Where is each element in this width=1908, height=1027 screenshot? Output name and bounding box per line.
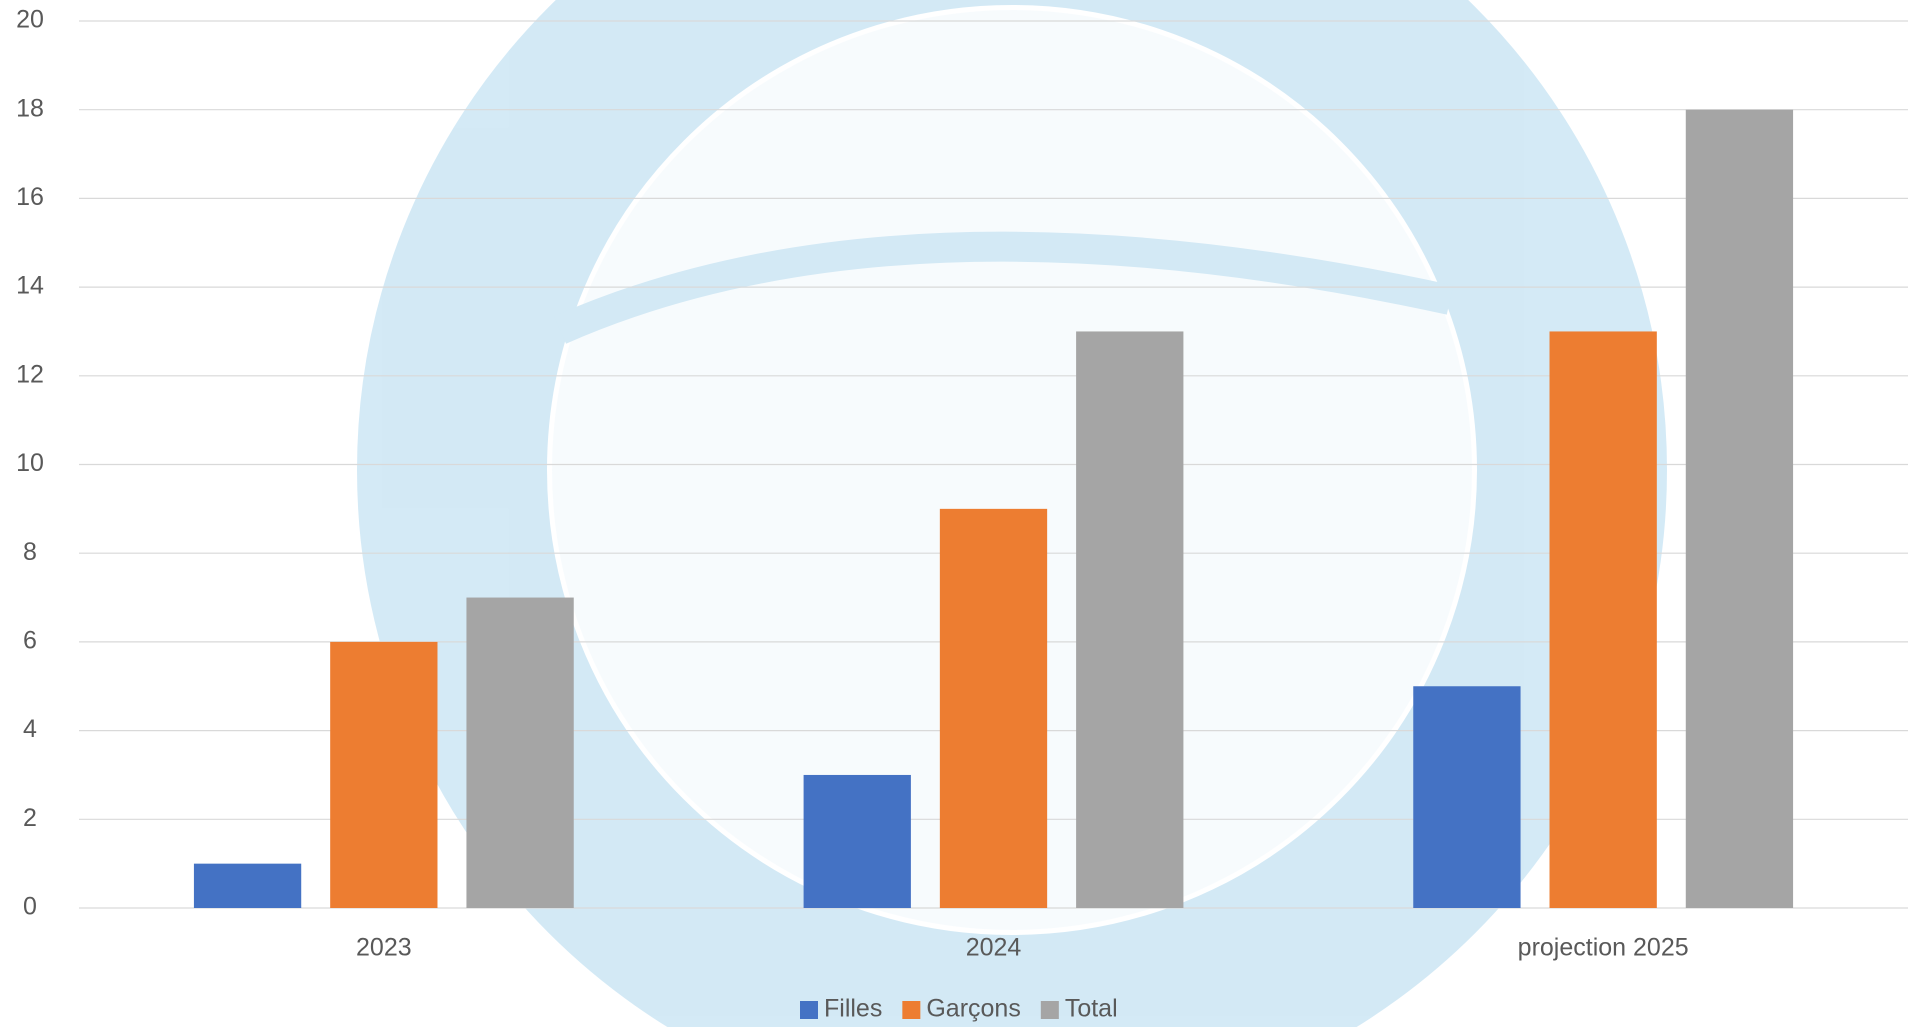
legend-label: Garçons bbox=[926, 995, 1020, 1023]
y-tick-label: 12 bbox=[16, 360, 44, 388]
y-tick-label: 8 bbox=[23, 538, 37, 566]
bar bbox=[940, 509, 1047, 908]
y-tick-label: 18 bbox=[16, 94, 44, 122]
legend-label: Total bbox=[1065, 995, 1118, 1023]
legend-swatch bbox=[800, 1001, 818, 1019]
page: 0 2 4 6 8 10 12 14 16 18 20 2023 2024 projection 2025… bbox=[0, 0, 1908, 1027]
y-tick-label: 4 bbox=[23, 715, 37, 743]
bar bbox=[1076, 331, 1183, 908]
legend-label: Filles bbox=[824, 995, 882, 1023]
bar bbox=[804, 775, 911, 908]
bar bbox=[330, 642, 437, 908]
chart: 0 2 4 6 8 10 12 14 16 18 20 2023 2024 projection 2025… bbox=[0, 0, 1908, 1027]
x-tick-label: 2023 bbox=[356, 934, 412, 962]
y-tick-label: 6 bbox=[23, 627, 37, 655]
bar bbox=[194, 864, 301, 908]
legend-swatch bbox=[1041, 1001, 1059, 1019]
y-tick-label: 14 bbox=[16, 272, 44, 300]
bar bbox=[1550, 331, 1657, 908]
y-tick-label: 16 bbox=[16, 183, 44, 211]
x-tick-label: 2024 bbox=[966, 934, 1022, 962]
bar bbox=[1686, 110, 1793, 908]
legend-swatch bbox=[902, 1001, 920, 1019]
y-tick-label: 0 bbox=[23, 893, 37, 921]
y-tick-label: 2 bbox=[23, 804, 37, 832]
x-tick-label: projection 2025 bbox=[1518, 934, 1689, 962]
bar bbox=[466, 598, 573, 908]
y-tick-label: 10 bbox=[16, 449, 44, 477]
y-tick-label: 20 bbox=[16, 6, 44, 34]
bar bbox=[1413, 686, 1520, 908]
